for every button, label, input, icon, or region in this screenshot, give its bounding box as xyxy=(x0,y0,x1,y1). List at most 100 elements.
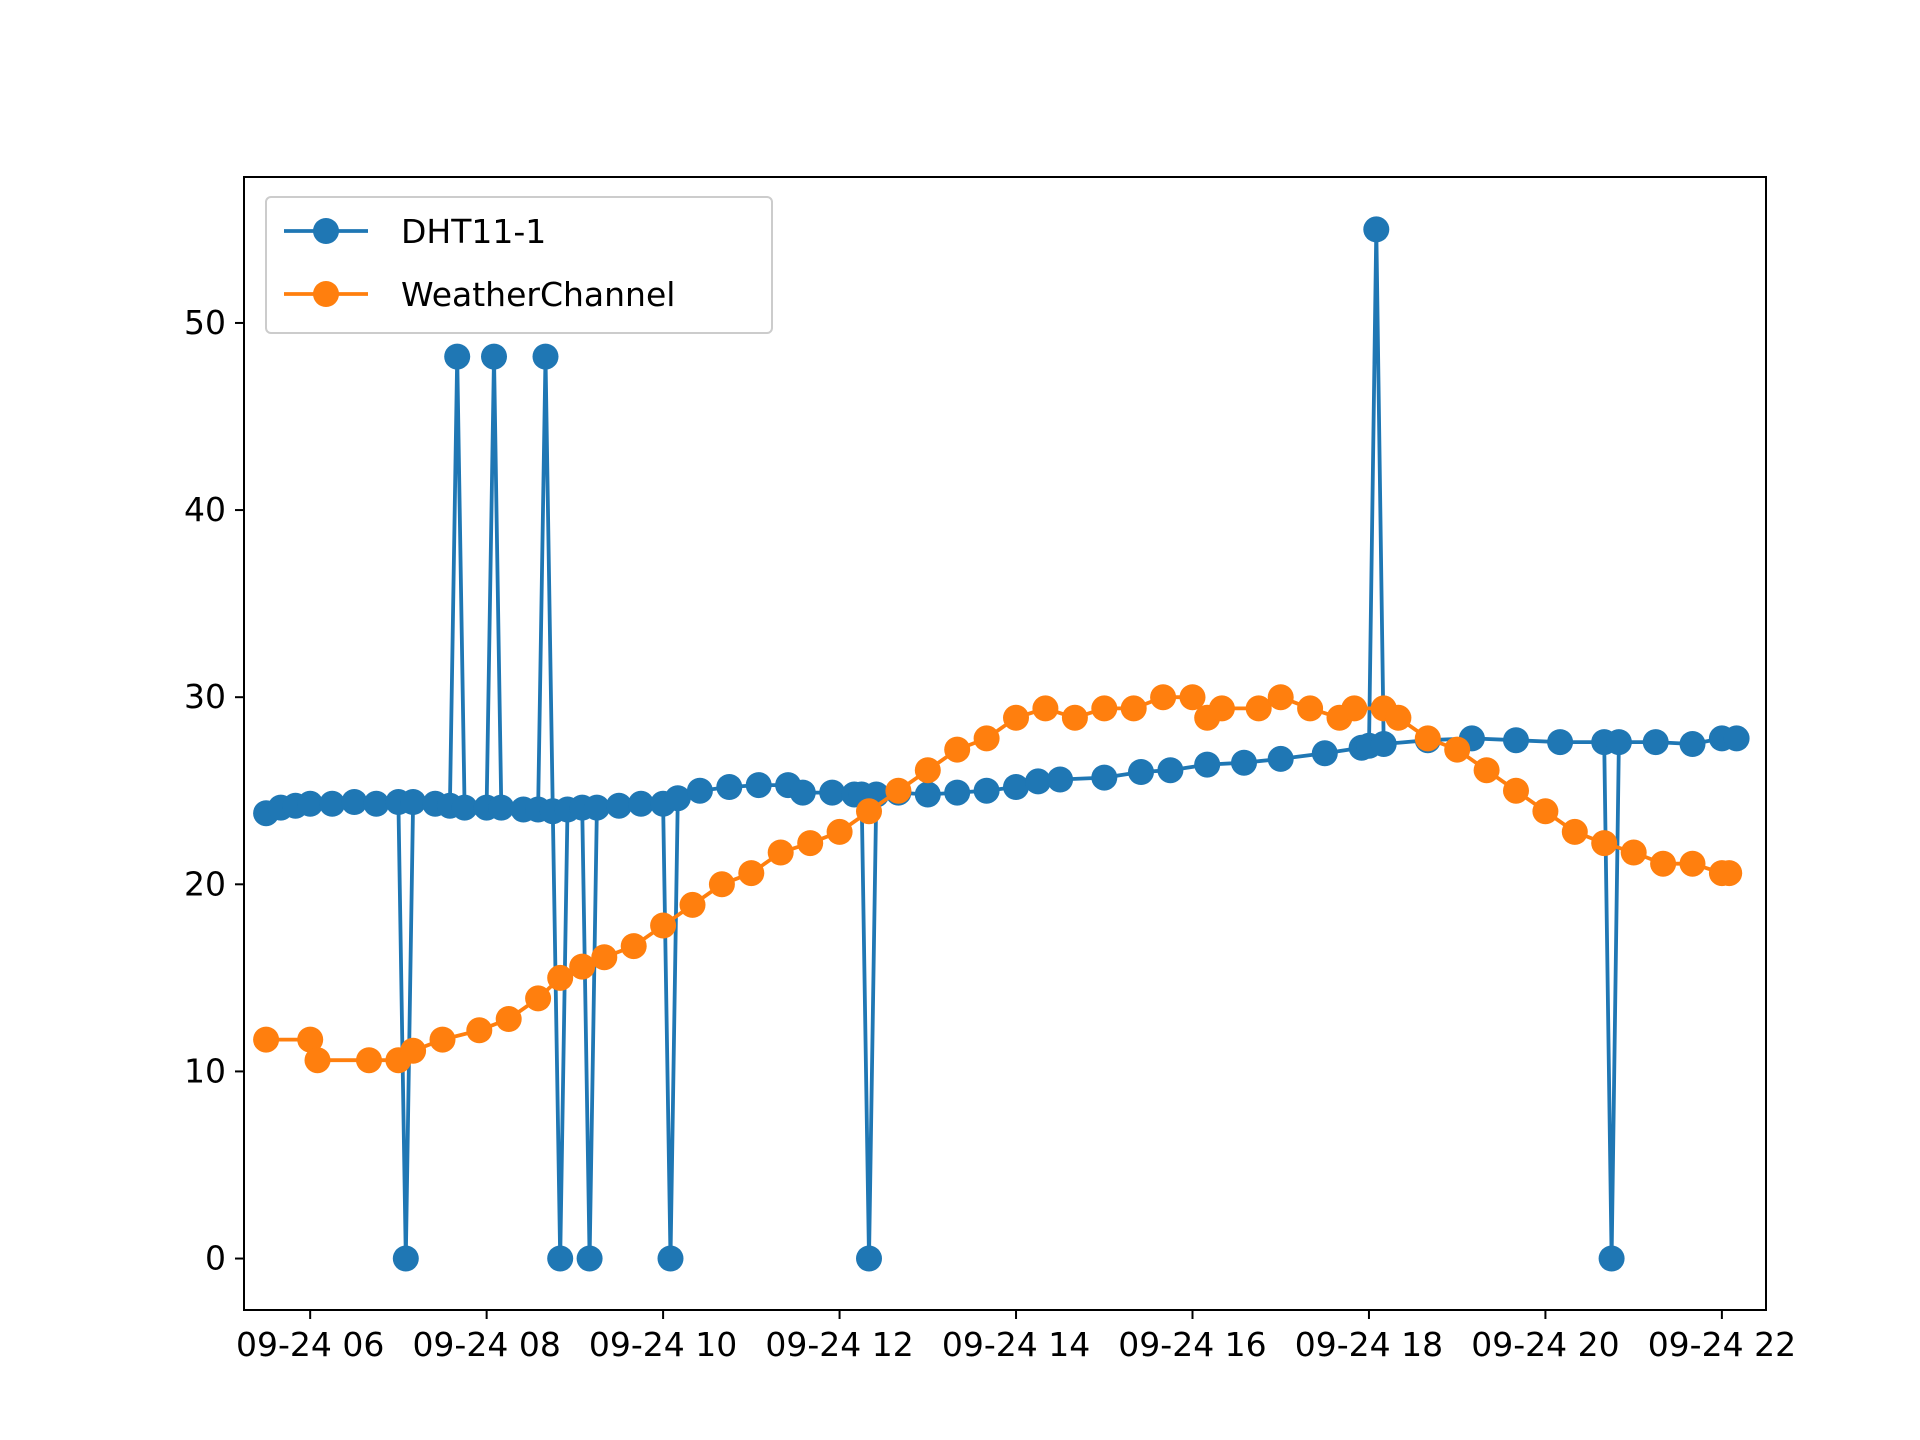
data-point xyxy=(708,871,735,898)
x-tick-label: 09-24 18 xyxy=(1295,1325,1443,1364)
x-tick-label: 09-24 10 xyxy=(589,1325,737,1364)
legend: DHT11-1 WeatherChannel xyxy=(265,196,773,334)
data-point xyxy=(547,1245,574,1272)
x-tick-label: 09-24 06 xyxy=(236,1325,384,1364)
data-point xyxy=(1385,704,1412,731)
data-point xyxy=(819,779,846,806)
data-point xyxy=(1679,731,1706,757)
data-point xyxy=(488,794,515,821)
data-point xyxy=(628,790,654,817)
data-point xyxy=(297,1026,324,1053)
data-point xyxy=(451,794,478,821)
series-1 xyxy=(253,684,1743,1074)
data-point xyxy=(1341,695,1368,722)
data-point xyxy=(429,1026,456,1053)
data-point xyxy=(1414,725,1441,752)
data-point xyxy=(767,839,794,866)
data-point xyxy=(1003,774,1029,800)
data-point xyxy=(1120,695,1147,722)
data-point xyxy=(1128,759,1154,785)
plot-area xyxy=(253,216,1750,1272)
data-point xyxy=(650,912,677,939)
data-point xyxy=(1179,684,1206,711)
data-point xyxy=(576,1245,603,1272)
data-point xyxy=(1473,757,1500,784)
data-point xyxy=(547,964,574,991)
x-tick-label: 09-24 14 xyxy=(942,1325,1090,1364)
data-point xyxy=(1025,768,1052,795)
data-point xyxy=(495,1006,522,1032)
y-tick-label: 30 xyxy=(184,677,226,716)
data-point xyxy=(1231,749,1257,776)
data-point xyxy=(657,1245,684,1272)
data-point xyxy=(1091,764,1118,791)
y-tick-label: 10 xyxy=(184,1051,226,1090)
data-point xyxy=(1620,839,1647,866)
data-point xyxy=(392,1245,419,1272)
data-point xyxy=(1297,695,1324,722)
axes: 0 10 20 30 40 50 09-24 06 09-24 08 09-24 10 09-24… xyxy=(184,176,1796,1364)
legend-label: WeatherChannel xyxy=(401,275,675,314)
data-point xyxy=(1605,729,1632,756)
data-point xyxy=(1267,745,1294,772)
legend-label: DHT11-1 xyxy=(401,212,546,251)
y-tick-label: 50 xyxy=(184,303,226,342)
data-point xyxy=(253,1026,280,1053)
data-point xyxy=(885,777,912,804)
data-point xyxy=(973,725,1000,752)
data-point xyxy=(1311,740,1338,767)
data-point xyxy=(532,343,559,370)
data-point xyxy=(856,1245,882,1272)
data-point xyxy=(363,790,390,817)
data-point xyxy=(1561,818,1588,845)
data-point xyxy=(1032,695,1059,722)
data-point xyxy=(738,860,765,887)
y-tick-label: 20 xyxy=(184,864,226,903)
data-point xyxy=(914,781,941,808)
data-point xyxy=(1591,830,1618,857)
x-tick-label: 09-24 12 xyxy=(765,1325,913,1364)
data-point xyxy=(569,953,596,980)
data-point xyxy=(356,1047,382,1074)
y-tick-label: 0 xyxy=(205,1239,226,1278)
legend-marker xyxy=(313,281,339,307)
data-point xyxy=(444,343,471,370)
data-point xyxy=(466,1017,493,1044)
data-point xyxy=(789,779,816,806)
data-point xyxy=(973,777,1000,804)
data-point xyxy=(944,736,971,763)
y-tick-label: 40 xyxy=(184,490,226,529)
data-point xyxy=(944,779,971,806)
data-point xyxy=(400,1037,427,1064)
data-point xyxy=(341,789,368,815)
data-point xyxy=(1723,725,1750,752)
data-point xyxy=(1157,757,1184,784)
x-tick-label: 09-24 16 xyxy=(1118,1325,1266,1364)
x-tick-label: 09-24 08 xyxy=(412,1325,560,1364)
data-point xyxy=(664,785,691,812)
data-point xyxy=(1047,766,1074,793)
data-point xyxy=(1650,850,1677,877)
data-point xyxy=(1061,704,1088,731)
data-point xyxy=(745,772,772,799)
data-point xyxy=(1267,684,1294,711)
data-point xyxy=(1194,751,1221,778)
data-point xyxy=(826,818,853,845)
data-point xyxy=(591,944,618,971)
data-point xyxy=(1547,729,1574,756)
data-point xyxy=(319,790,346,817)
data-point xyxy=(797,830,824,857)
data-point xyxy=(481,343,507,370)
data-point xyxy=(1444,736,1471,763)
x-tick-label: 09-24 20 xyxy=(1471,1325,1619,1364)
data-point xyxy=(1532,798,1559,825)
data-point xyxy=(914,757,941,784)
legend-box xyxy=(265,196,773,334)
data-point xyxy=(686,777,713,804)
data-point xyxy=(1716,860,1743,887)
data-point xyxy=(679,891,706,918)
plot-frame xyxy=(243,176,1767,1311)
data-point xyxy=(1245,695,1272,722)
data-point xyxy=(606,792,632,819)
